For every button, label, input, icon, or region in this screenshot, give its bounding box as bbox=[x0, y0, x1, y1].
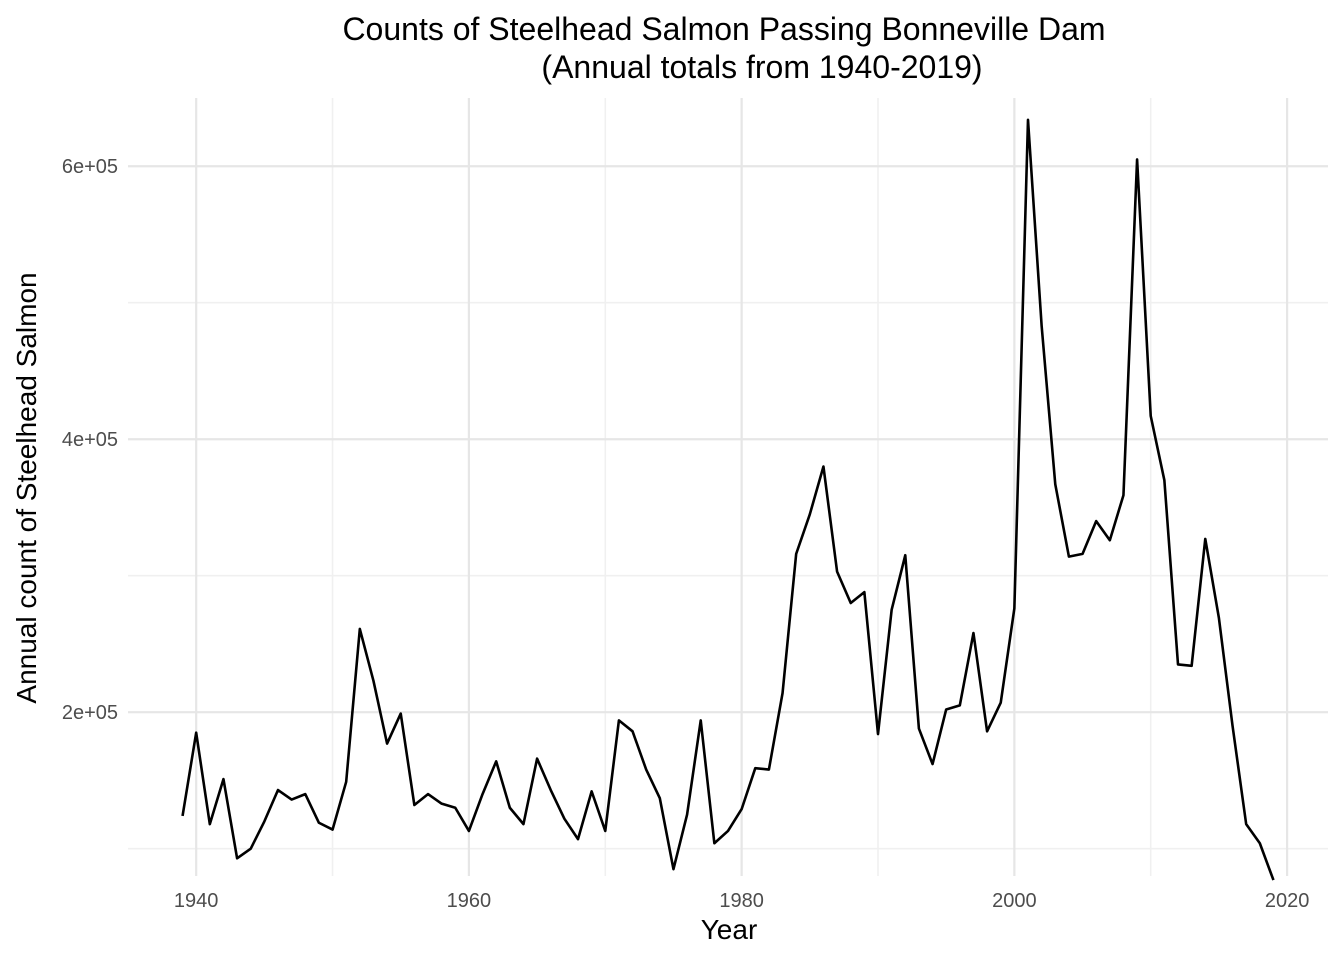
y-tick-label: 2e+05 bbox=[62, 702, 118, 724]
chart-title-line-1: Counts of Steelhead Salmon Passing Bonne… bbox=[342, 11, 1105, 47]
series-layer bbox=[181, 118, 1275, 881]
x-tick-label: 2000 bbox=[992, 890, 1037, 912]
x-tick-label: 1960 bbox=[447, 890, 492, 912]
y-tick-label: 6e+05 bbox=[62, 156, 118, 178]
x-tick-label: 1980 bbox=[719, 890, 764, 912]
grid-layer bbox=[128, 98, 1328, 876]
tick-label-layer: 1940 1960 1980 2000 2020 2e+05 4e+05 6e+05 bbox=[62, 156, 1310, 912]
chart-title-line-2: (Annual totals from 1940-2019) bbox=[541, 49, 982, 85]
x-tick-label: 1940 bbox=[174, 890, 219, 912]
x-axis-title: Year bbox=[701, 914, 758, 945]
x-tick-label: 2020 bbox=[1265, 890, 1310, 912]
y-axis-title: Annual count of Steelhead Salmon bbox=[11, 272, 42, 703]
y-tick-label: 4e+05 bbox=[62, 429, 118, 451]
series-line bbox=[181, 118, 1275, 881]
